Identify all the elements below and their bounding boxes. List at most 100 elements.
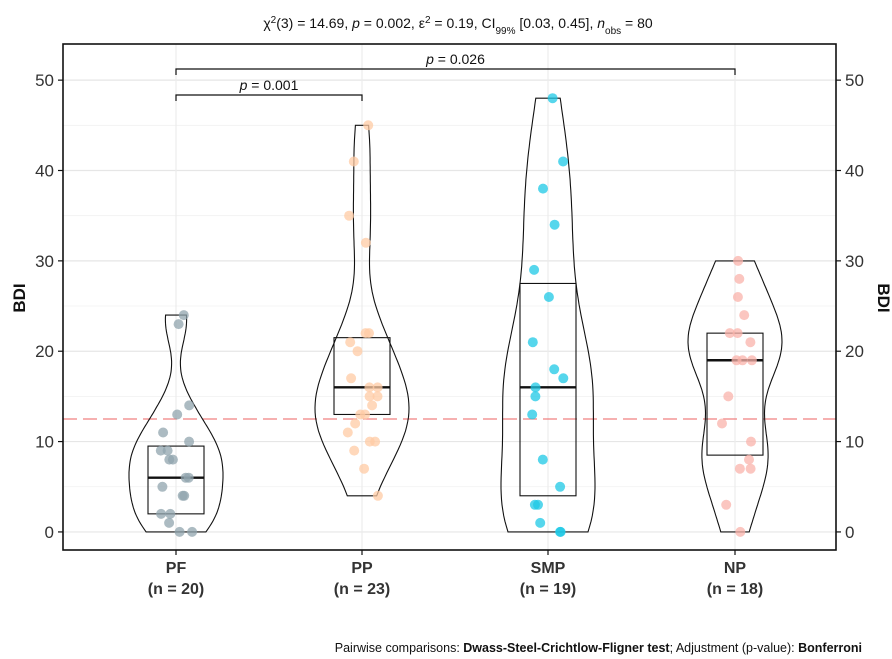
data-point: [717, 418, 727, 429]
data-point: [733, 255, 744, 266]
data-point: [723, 391, 734, 402]
data-point: [547, 93, 558, 104]
data-point: [530, 391, 541, 402]
data-point: [187, 526, 198, 537]
data-point: [538, 183, 548, 194]
data-point: [367, 400, 378, 411]
data-point: [549, 219, 560, 230]
significance-label: p = 0.026: [425, 51, 485, 67]
data-point: [535, 517, 546, 528]
data-point: [348, 156, 359, 167]
y-tick-label-left: 10: [35, 433, 54, 452]
chart-caption: Pairwise comparisons: Dwass-Steel-Cricht…: [335, 641, 862, 655]
data-point: [164, 454, 175, 465]
data-point: [360, 237, 371, 248]
x-tick-count-smp: (n = 19): [520, 581, 576, 598]
data-point: [529, 499, 540, 510]
y-tick-label-right: 50: [845, 71, 864, 90]
violin-np: [687, 260, 783, 533]
data-point: [731, 355, 742, 366]
data-point: [537, 454, 548, 465]
y-tick-label-right: 30: [845, 252, 864, 271]
y-tick-label-right: 0: [845, 523, 854, 542]
y-tick-label-right: 10: [845, 433, 864, 452]
data-point: [177, 490, 188, 501]
data-point: [349, 445, 360, 456]
gridlines: [63, 44, 836, 550]
violin-pf: [128, 314, 224, 533]
data-point: [372, 391, 383, 402]
data-point: [558, 373, 569, 384]
data-point: [178, 310, 189, 321]
data-point: [370, 436, 381, 447]
y-tick-label-left: 20: [35, 342, 54, 361]
significance-label: p = 0.001: [239, 77, 299, 93]
data-point: [724, 328, 735, 339]
data-point: [732, 292, 743, 302]
x-tick-label-np: NP: [724, 560, 747, 577]
data-point: [732, 328, 743, 339]
data-point: [363, 120, 374, 131]
data-point: [555, 526, 566, 537]
data-point: [184, 400, 195, 411]
violin-smp: [500, 97, 596, 533]
data-point: [746, 355, 757, 366]
x-tick-label-pf: PF: [166, 560, 187, 577]
data-point: [364, 328, 374, 339]
x-tick-label-pp: PP: [351, 560, 373, 577]
data-point: [344, 210, 355, 221]
data-point: [746, 436, 756, 447]
y-tick-label-left: 30: [35, 252, 54, 271]
data-point: [352, 346, 363, 357]
data-point: [172, 409, 183, 420]
data-point: [739, 310, 750, 321]
data-point: [558, 156, 569, 167]
data-point: [529, 264, 540, 275]
data-point: [721, 499, 732, 510]
x-tick-count-np: (n = 18): [707, 581, 763, 598]
y-tick-label-left: 50: [35, 71, 54, 90]
violin-pp: [314, 124, 410, 497]
data-point: [157, 481, 168, 492]
data-point: [359, 463, 370, 474]
data-point: [364, 382, 375, 393]
data-point: [174, 526, 185, 537]
plot-panel-border: [62, 43, 837, 551]
data-point: [745, 463, 756, 474]
data-point: [530, 382, 541, 393]
x-tick-count-pf: (n = 20): [148, 581, 204, 598]
y-axis-label-left: BDI: [10, 283, 29, 312]
data-point: [543, 292, 554, 302]
data-point: [173, 319, 184, 330]
data-point: [158, 427, 169, 438]
data-point: [350, 418, 361, 429]
significance-bracket: [175, 68, 736, 75]
data-point: [549, 364, 560, 375]
data-point: [555, 481, 566, 492]
violins: [128, 97, 783, 533]
data-point: [165, 508, 176, 519]
box-pf: [147, 445, 205, 515]
data-point: [360, 409, 370, 420]
x-tick-label-smp: SMP: [531, 560, 566, 577]
data-point: [342, 427, 353, 438]
axes: PF (n = 20) PP (n = 23) SMP (n = 19) NP (n = 18…: [35, 71, 864, 598]
boxplots: [147, 282, 764, 515]
chart-title: χ2(3) = 14.69, p = 0.002, ε2 = 0.19, CI9…: [263, 15, 653, 37]
data-point: [364, 391, 375, 402]
y-tick-label-left: 40: [35, 162, 54, 181]
x-tick-count-pp: (n = 23): [334, 581, 390, 598]
y-tick-label-left: 0: [45, 523, 54, 542]
data-point: [527, 409, 538, 420]
data-point: [734, 273, 745, 284]
data-point: [744, 454, 754, 465]
data-point: [527, 337, 538, 348]
data-point: [372, 382, 383, 393]
data-point: [735, 526, 746, 537]
data-point: [734, 463, 745, 474]
data-points: [155, 93, 757, 537]
significance-brackets: p = 0.001 p = 0.026: [175, 51, 736, 101]
box-smp: [519, 282, 577, 497]
data-point: [164, 517, 175, 528]
